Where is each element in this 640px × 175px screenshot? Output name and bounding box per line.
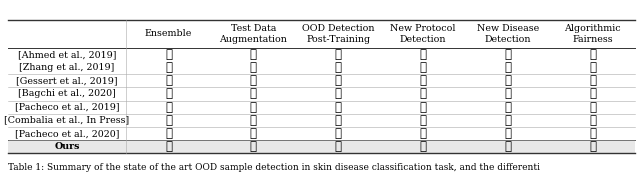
Text: ✗: ✗	[589, 127, 596, 140]
Text: ✓: ✓	[250, 114, 257, 127]
Text: ✗: ✗	[589, 114, 596, 127]
Text: New Disease
Detection: New Disease Detection	[477, 24, 539, 44]
Text: ✗: ✗	[335, 74, 342, 87]
Text: ✓: ✓	[335, 114, 342, 127]
Text: ✗: ✗	[250, 101, 257, 114]
Text: ✗: ✗	[335, 48, 342, 61]
Text: ✓: ✓	[504, 127, 511, 140]
Text: ✗: ✗	[250, 88, 257, 100]
Text: ✗: ✗	[419, 48, 426, 61]
Text: ✗: ✗	[589, 61, 596, 74]
Text: ✓: ✓	[419, 127, 426, 140]
Text: ✗: ✗	[250, 140, 257, 153]
Text: ✗: ✗	[589, 101, 596, 114]
Text: ✗: ✗	[165, 88, 172, 100]
Text: Ours: Ours	[54, 142, 80, 151]
Text: ✓: ✓	[419, 140, 426, 153]
Text: ✓: ✓	[165, 61, 172, 74]
Text: Table 1: Summary of the state of the art OOD sample detection in skin disease cl: Table 1: Summary of the state of the art…	[8, 163, 540, 172]
Text: ✓: ✓	[504, 140, 511, 153]
Text: ✓: ✓	[335, 140, 342, 153]
Text: ✗: ✗	[165, 127, 172, 140]
Text: [Pacheco et al., 2019]: [Pacheco et al., 2019]	[15, 103, 119, 112]
Text: ✓: ✓	[504, 48, 511, 61]
Text: ✗: ✗	[419, 88, 426, 100]
Text: ✓: ✓	[504, 114, 511, 127]
Text: ✓: ✓	[250, 74, 257, 87]
Text: ✓: ✓	[165, 48, 172, 61]
Text: ✗: ✗	[165, 140, 172, 153]
Text: Test Data
Augmentation: Test Data Augmentation	[220, 24, 287, 44]
Text: ✓: ✓	[589, 140, 596, 153]
Text: ✗: ✗	[250, 127, 257, 140]
Text: ✓: ✓	[335, 101, 342, 114]
Text: ✗: ✗	[335, 88, 342, 100]
Text: [Ahmed et al., 2019]: [Ahmed et al., 2019]	[18, 50, 116, 59]
Text: ✓: ✓	[504, 101, 511, 114]
Text: ✗: ✗	[419, 74, 426, 87]
Text: ✗: ✗	[419, 114, 426, 127]
Text: Ensemble: Ensemble	[145, 30, 192, 38]
Text: ✓: ✓	[165, 101, 172, 114]
Text: ✓: ✓	[250, 48, 257, 61]
Text: ✗: ✗	[589, 74, 596, 87]
Text: New Protocol
Detection: New Protocol Detection	[390, 24, 456, 44]
Text: ✗: ✗	[589, 48, 596, 61]
Bar	[8, 140, 635, 153]
Text: [Zhang et al., 2019]: [Zhang et al., 2019]	[19, 63, 115, 72]
Text: [Gessert et al., 2019]: [Gessert et al., 2019]	[16, 76, 118, 85]
Text: ✗: ✗	[419, 101, 426, 114]
Text: ✓: ✓	[165, 74, 172, 87]
Text: ✓: ✓	[504, 61, 511, 74]
Text: [Pacheco et al., 2020]: [Pacheco et al., 2020]	[15, 129, 119, 138]
Text: ✗: ✗	[165, 114, 172, 127]
Text: [Combalia et al., In Press]: [Combalia et al., In Press]	[4, 116, 130, 125]
Text: ✗: ✗	[250, 61, 257, 74]
Text: ✗: ✗	[335, 61, 342, 74]
Text: ✓: ✓	[335, 127, 342, 140]
Text: OOD Detection
Post-Training: OOD Detection Post-Training	[302, 24, 374, 44]
Text: ✗: ✗	[589, 88, 596, 100]
Text: [Bagchi et al., 2020]: [Bagchi et al., 2020]	[18, 89, 116, 98]
Text: Algorithmic
Fairness: Algorithmic Fairness	[564, 24, 621, 44]
Text: ✗: ✗	[419, 61, 426, 74]
Text: ✓: ✓	[504, 74, 511, 87]
Text: ✓: ✓	[504, 88, 511, 100]
